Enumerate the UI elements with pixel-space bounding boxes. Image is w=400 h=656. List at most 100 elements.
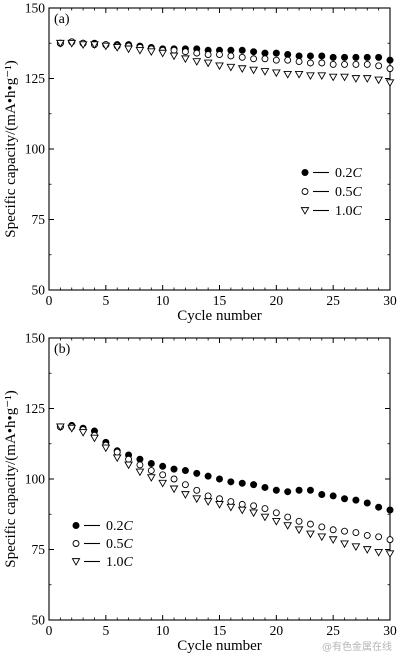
data-point (261, 483, 269, 491)
data-point (351, 543, 361, 552)
data-point (295, 58, 303, 66)
data-point (193, 469, 201, 477)
x-tick-label: 10 (156, 293, 170, 308)
data-point (136, 461, 144, 469)
data-point (112, 454, 122, 463)
legend-label: 0.5C (106, 537, 134, 552)
data-point (216, 495, 223, 503)
chart-panel-a: 0 5 10 15 20 25 30 50 75 100 125 150 0.2C 0.5C 1.0C (… (3, 1, 397, 325)
data-point (238, 479, 246, 487)
data-point (306, 486, 314, 494)
y-tick-label: 150 (25, 331, 46, 346)
data-point (283, 522, 293, 530)
y-tick-label: 50 (32, 613, 46, 628)
y-tick-label: 75 (32, 212, 46, 227)
data-point (227, 46, 235, 54)
data-point (362, 546, 372, 554)
x-tick-label: 25 (326, 623, 340, 638)
data-point (375, 62, 383, 70)
x-tick-label: 5 (102, 623, 109, 638)
x-tick-label: 0 (46, 623, 53, 638)
legend-label: 1.0C (106, 555, 134, 570)
x-tick-label: 15 (213, 623, 227, 638)
y-axis-title: Specific capacity/(mA•h•g⁻¹) (3, 60, 19, 237)
x-tick-label: 30 (383, 293, 397, 308)
y-tick-label: 125 (25, 401, 46, 416)
data-point (204, 51, 212, 58)
data-point (249, 509, 258, 518)
data-point (284, 488, 292, 496)
data-point (192, 58, 202, 66)
data-point (385, 79, 395, 88)
data-point (306, 59, 314, 67)
data-point (386, 506, 394, 514)
data-point (272, 56, 280, 64)
data-point (317, 533, 327, 542)
data-point (329, 53, 337, 61)
data-point (250, 55, 258, 63)
data-point (260, 513, 270, 522)
data-point (272, 486, 280, 494)
legend-marker (71, 558, 81, 566)
data-point (203, 59, 213, 68)
data-point (340, 73, 349, 82)
data-point (101, 42, 111, 51)
data-point (147, 459, 155, 467)
data-point (295, 52, 303, 60)
tick-labels: 0 5 10 15 20 25 30 50 75 100 125 150 (25, 331, 397, 639)
data-point (352, 529, 360, 537)
data-point (250, 481, 258, 489)
data-point (181, 48, 189, 56)
data-point (375, 503, 383, 511)
data-point (192, 495, 202, 504)
data-point (204, 472, 212, 480)
legend-label: 1.0C (335, 204, 363, 219)
data-point (284, 513, 292, 521)
data-point (101, 444, 111, 453)
data-point (170, 475, 178, 483)
data-point (181, 481, 189, 489)
x-axis-title: Cycle number (177, 638, 262, 654)
y-axis-title: Specific capacity/(mA•h•g⁻¹) (3, 390, 19, 567)
data-point (375, 53, 383, 61)
data-point (362, 75, 372, 83)
watermark-text: @有色金属在线 (322, 640, 392, 653)
data-point (193, 486, 201, 494)
data-point (250, 502, 258, 510)
data-point (328, 536, 338, 544)
data-point (385, 550, 395, 559)
legend-label: 0.2C (335, 166, 363, 181)
data-point (386, 56, 394, 64)
data-point (227, 52, 235, 60)
data-point (306, 530, 315, 539)
data-point (204, 492, 212, 500)
tick-labels: 0 5 10 15 20 25 30 50 75 100 125 150 (25, 1, 397, 309)
data-point (318, 491, 326, 499)
data-point (113, 448, 121, 456)
data-point (146, 48, 156, 57)
data-point (284, 51, 292, 59)
data-point (215, 501, 224, 509)
data-point (283, 70, 293, 79)
x-axis-title: Cycle number (177, 308, 262, 324)
data-point (181, 467, 189, 475)
data-point (272, 49, 280, 57)
data-point (203, 498, 213, 506)
legend-marker (72, 540, 80, 547)
data-point (216, 51, 223, 58)
legend-marker (300, 207, 310, 215)
data-point (124, 461, 133, 470)
data-point (135, 468, 145, 477)
x-tick-label: 5 (102, 293, 109, 308)
data-point (238, 46, 246, 54)
data-point (169, 52, 179, 61)
data-point (261, 55, 269, 63)
data-point (386, 536, 394, 544)
data-point (340, 540, 349, 549)
data-point (249, 66, 258, 75)
legend: 0.2C 0.5C 1.0C (300, 166, 363, 219)
chart-panel-b: 0 5 10 15 20 25 30 50 75 100 125 150 0.2C 0.5C 1.0C (… (3, 331, 397, 655)
data-point (341, 53, 349, 61)
data-point (78, 429, 88, 437)
data-point (181, 491, 190, 499)
